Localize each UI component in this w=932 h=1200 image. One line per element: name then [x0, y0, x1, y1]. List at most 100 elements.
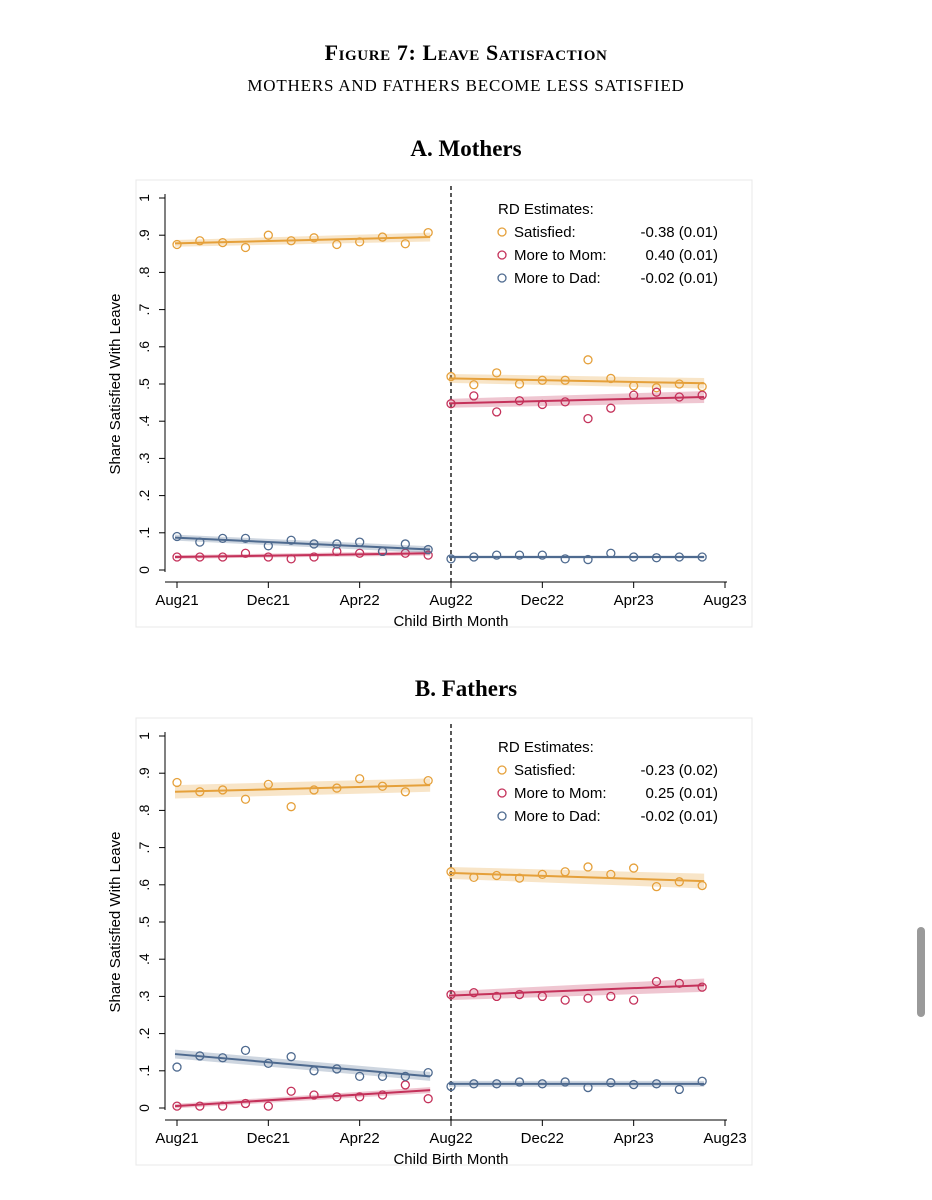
data-point [332, 1064, 342, 1074]
data-point [560, 397, 570, 407]
series-satisfied [172, 227, 707, 393]
data-point [606, 1078, 616, 1088]
data-point [674, 392, 684, 402]
data-point [492, 1079, 502, 1089]
data-point [309, 785, 319, 795]
data-point [377, 1090, 388, 1100]
legend-label: More to Mom: [514, 247, 607, 264]
data-point [469, 391, 479, 401]
legend-label: More to Dad: [514, 808, 601, 825]
data-point [423, 227, 433, 238]
data-point [629, 1079, 639, 1090]
data-point [263, 1101, 273, 1111]
y-tick-label: .9 [136, 767, 152, 779]
data-point [263, 1058, 273, 1069]
x-tick-label: Aug21 [155, 1130, 198, 1147]
data-point [240, 1098, 251, 1109]
x-tick-label: Dec21 [247, 592, 290, 609]
data-point [332, 539, 342, 549]
data-point [423, 1094, 433, 1104]
data-point [377, 781, 388, 791]
figure-title: Figure 7: Leave Satisfaction [324, 40, 608, 65]
data-point [172, 552, 182, 562]
legend-label: Satisfied: [514, 762, 576, 779]
y-tick-label: .7 [136, 304, 152, 316]
data-point [606, 991, 616, 1002]
data-point [697, 390, 707, 400]
data-point [651, 553, 662, 563]
data-point [423, 1068, 433, 1078]
data-point [377, 546, 388, 557]
data-point [172, 239, 182, 250]
data-point [195, 787, 205, 797]
panel-b-title: B. Fathers [414, 676, 518, 701]
ci-band-post [449, 978, 705, 1001]
data-point [332, 239, 342, 250]
data-point [240, 242, 251, 253]
data-point [560, 867, 570, 877]
data-point [651, 387, 662, 397]
data-point [172, 777, 182, 788]
legend-estimate: -0.02 (0.01) [640, 270, 718, 287]
x-tick-label: Aug22 [429, 592, 472, 609]
x-tick-label: Aug22 [429, 1130, 472, 1147]
data-point [400, 1071, 410, 1082]
y-tick-label: .9 [136, 229, 152, 241]
data-point [240, 1045, 251, 1055]
fit-line-pre [174, 552, 431, 558]
x-tick-label: Aug21 [155, 592, 198, 609]
data-point [355, 774, 365, 784]
data-point [240, 548, 251, 558]
y-tick-label: .4 [136, 415, 152, 427]
scrollbar-thumb[interactable] [917, 927, 925, 1017]
data-point [286, 554, 296, 564]
data-point [286, 535, 296, 545]
legend-marker [497, 227, 507, 237]
y-tick-label: .5 [136, 378, 152, 390]
y-tick-label: .1 [136, 527, 152, 539]
figure-subtitle: MOTHERS AND FATHERS BECOME LESS SATISFIE… [247, 76, 685, 95]
y-tick-label: .4 [136, 953, 152, 965]
legend-estimate: -0.02 (0.01) [640, 808, 718, 825]
fit-line-post [448, 396, 705, 405]
data-point [446, 399, 456, 409]
data-point [629, 552, 639, 562]
x-axis-title: Child Birth Month [393, 1151, 508, 1168]
x-tick-label: Apr23 [614, 1130, 654, 1147]
x-tick-label: Apr23 [614, 592, 654, 609]
data-point [697, 552, 707, 562]
data-point [218, 1101, 228, 1111]
data-point [355, 237, 365, 247]
plot-frame [135, 717, 753, 1166]
y-tick-label: 1 [136, 194, 152, 202]
data-point [514, 873, 525, 883]
data-point [629, 381, 639, 391]
series-satisfied [172, 774, 707, 892]
data-point [423, 775, 433, 786]
data-point [263, 541, 273, 551]
data-point [514, 396, 525, 406]
data-point [195, 537, 205, 547]
data-point [606, 403, 616, 413]
y-axis-title: Share Satisfied With Leave [107, 832, 124, 1013]
x-axis-title: Child Birth Month [393, 613, 508, 630]
legend: RD Estimates: Satisfied: -0.38 (0.01) More … [497, 201, 718, 287]
data-point [674, 978, 684, 989]
y-tick-label: .6 [136, 341, 152, 353]
fit-line-post [448, 377, 705, 385]
data-point [332, 783, 342, 793]
data-point [240, 533, 251, 544]
series-more-to-dad [172, 1045, 707, 1095]
y-tick-label: .7 [136, 842, 152, 854]
chart-fathers: 0 .1 .2 .3 .4 .5 .6 .7 .8 .9 1 Aug21 Dec21 Apr22 Aug22… [107, 717, 753, 1168]
data-point [583, 993, 593, 1003]
data-point [583, 1082, 593, 1093]
data-point [218, 1053, 228, 1063]
data-point [583, 554, 593, 565]
data-point [446, 371, 456, 382]
data-point [583, 862, 593, 872]
legend-marker [497, 250, 507, 260]
x-tick-label: Apr22 [340, 592, 380, 609]
data-point [492, 368, 502, 378]
data-point [218, 533, 228, 544]
